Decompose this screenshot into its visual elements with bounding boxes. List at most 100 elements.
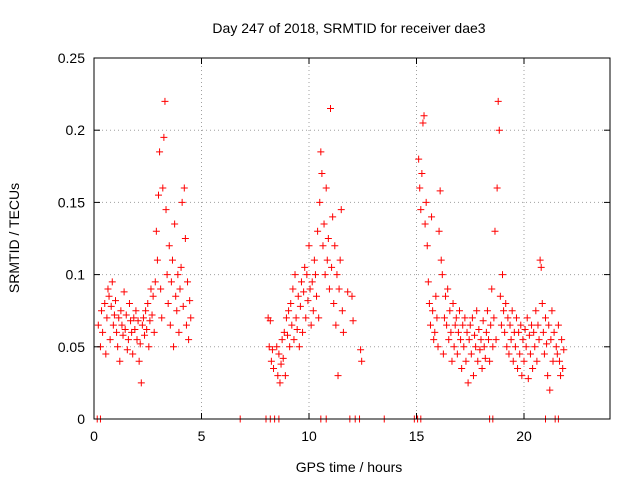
data-point — [130, 314, 138, 322]
data-point — [135, 357, 143, 365]
data-point — [150, 328, 158, 336]
data-point — [287, 299, 295, 307]
data-point — [123, 346, 131, 354]
data-point — [282, 314, 290, 322]
data-point — [311, 271, 319, 279]
data-point — [499, 271, 506, 279]
data-point — [558, 336, 566, 344]
data-point — [166, 321, 174, 329]
data-point — [185, 336, 193, 344]
data-point — [428, 213, 436, 221]
data-point — [448, 357, 456, 365]
data-point — [502, 299, 510, 307]
data-point — [274, 372, 282, 380]
data-point — [549, 357, 557, 365]
y-axis-ticks: 0 0.05 0.1 0.15 0.2 0.25 — [58, 50, 610, 427]
data-point — [464, 379, 472, 387]
data-point — [167, 278, 175, 286]
data-point — [339, 328, 347, 336]
data-point — [122, 311, 130, 319]
data-point — [127, 317, 135, 325]
data-point — [436, 187, 444, 195]
data-point — [307, 321, 315, 329]
data-point — [431, 328, 439, 336]
data-point — [435, 227, 443, 235]
data-point — [306, 285, 314, 293]
data-point — [490, 314, 498, 322]
y-tick-label: 0.15 — [58, 194, 85, 210]
data-point — [139, 314, 147, 322]
data-point — [462, 357, 470, 365]
grid — [94, 58, 610, 419]
data-point — [319, 242, 327, 250]
data-point — [128, 328, 136, 336]
data-point — [471, 331, 479, 339]
data-point — [519, 336, 527, 344]
data-point — [456, 307, 463, 315]
data-point — [173, 307, 181, 315]
data-point — [491, 227, 499, 235]
data-point — [267, 357, 275, 365]
data-point — [303, 271, 311, 279]
x-axis-label: GPS time / hours — [296, 459, 403, 475]
data-point — [525, 331, 533, 339]
data-point — [487, 321, 495, 329]
data-point — [501, 328, 509, 336]
data-point — [328, 263, 336, 271]
data-point — [176, 285, 184, 293]
data-point — [171, 220, 179, 228]
data-point — [415, 155, 423, 163]
data-point — [105, 292, 113, 300]
data-point — [529, 364, 537, 372]
data-point — [546, 386, 554, 394]
data-point — [438, 271, 446, 279]
data-point — [99, 328, 107, 336]
data-point — [301, 263, 309, 271]
data-point — [110, 311, 118, 319]
data-point — [296, 302, 304, 310]
data-point — [187, 314, 195, 322]
data-point — [180, 184, 188, 192]
data-point — [302, 314, 310, 322]
data-point — [504, 314, 512, 322]
data-point — [152, 227, 160, 235]
data-point — [156, 148, 164, 156]
data-point — [317, 148, 325, 156]
data-point — [314, 227, 322, 235]
data-point — [469, 372, 477, 380]
data-point — [291, 271, 299, 279]
data-point — [557, 372, 565, 380]
data-point — [138, 321, 146, 329]
data-point — [478, 364, 486, 372]
data-point — [416, 184, 424, 192]
data-point — [333, 271, 341, 279]
data-point — [129, 350, 137, 358]
data-point — [158, 314, 166, 322]
data-point — [268, 346, 276, 354]
data-point — [162, 206, 170, 214]
data-point — [526, 350, 534, 358]
data-point — [554, 321, 562, 329]
data-point — [273, 343, 281, 351]
data-point — [316, 198, 324, 206]
data-point — [432, 292, 440, 300]
data-point — [266, 317, 274, 325]
data-point — [515, 328, 523, 336]
data-point — [313, 292, 321, 300]
data-point — [459, 321, 467, 329]
data-point — [465, 336, 473, 344]
data-point — [177, 263, 185, 271]
data-point — [348, 292, 356, 300]
data-point — [454, 328, 462, 336]
data-point — [288, 321, 296, 329]
data-point — [280, 328, 288, 336]
data-point — [543, 340, 551, 348]
data-point — [481, 354, 489, 362]
data-point — [279, 354, 287, 362]
data-point — [521, 325, 529, 333]
data-point — [153, 256, 161, 264]
data-point — [461, 314, 469, 322]
data-point — [144, 299, 152, 307]
data-point — [323, 256, 331, 264]
data-point — [446, 307, 454, 315]
